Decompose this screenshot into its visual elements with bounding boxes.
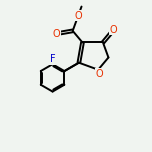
Text: F: F	[50, 54, 55, 64]
Text: O: O	[74, 11, 82, 21]
Text: O: O	[96, 69, 103, 79]
Text: O: O	[110, 25, 117, 35]
Text: O: O	[53, 29, 60, 39]
